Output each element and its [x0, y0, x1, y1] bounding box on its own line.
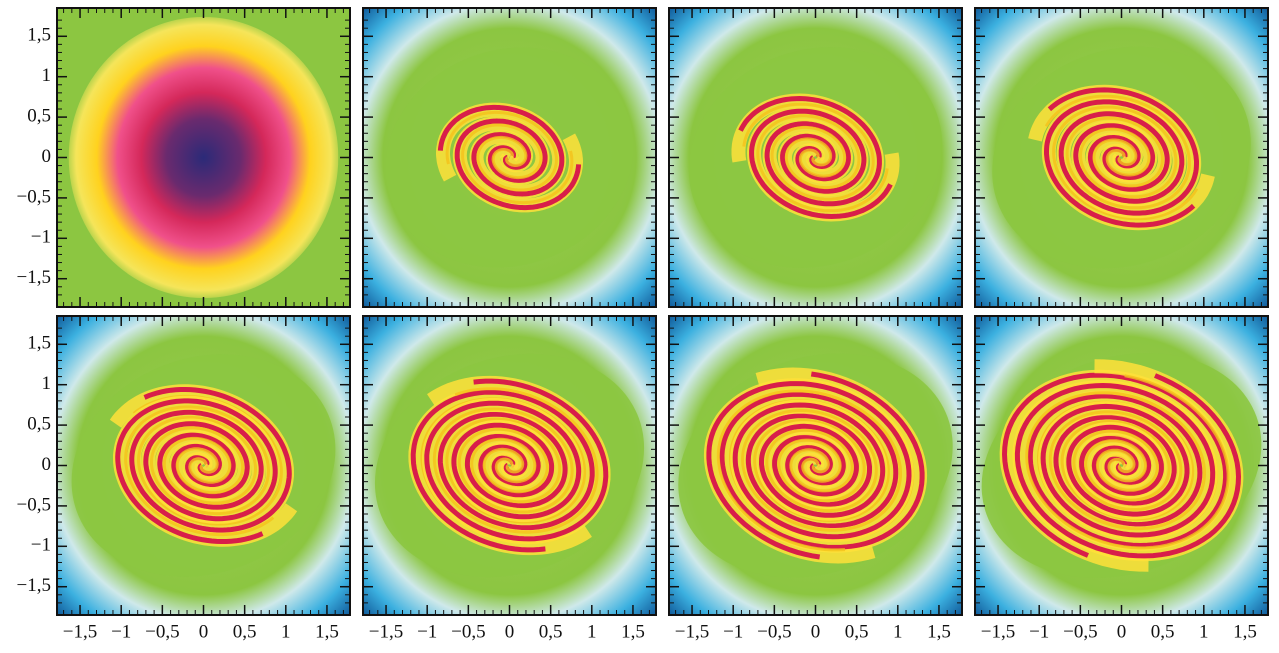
panel [961, 8, 1279, 307]
x-tick-label: −0,5 [1063, 621, 1097, 642]
x-tick-label: 0,5 [845, 621, 869, 642]
x-tick-label: −0,5 [451, 621, 485, 642]
x-tick-label: 1 [587, 621, 597, 642]
panel [354, 8, 664, 307]
x-tick-label: −0,5 [757, 621, 791, 642]
y-tick-label: 1 [42, 373, 52, 394]
x-tick-label: −1 [723, 621, 743, 642]
x-tick-label: −1,5 [981, 621, 1015, 642]
y-tick-label: −0,5 [17, 186, 51, 207]
x-tick-label: 0 [1117, 621, 1127, 642]
x-tick-label: 1,5 [1233, 621, 1257, 642]
panel [950, 315, 1279, 616]
x-tick-label: 1,5 [315, 621, 339, 642]
x-tick-label: 0 [199, 621, 209, 642]
x-tick-label: 1,5 [927, 621, 951, 642]
x-tick-label: 0,5 [539, 621, 563, 642]
x-tick-label: −1,5 [675, 621, 709, 642]
x-tick-label: 1,5 [621, 621, 645, 642]
x-tick-label: −1,5 [63, 621, 97, 642]
x-tick-label: 1 [281, 621, 291, 642]
field-core [69, 17, 339, 298]
y-tick-label: 0 [42, 454, 52, 475]
y-tick-label: 1,5 [27, 25, 51, 46]
x-tick-label: 0,5 [233, 621, 257, 642]
x-tick-label: −1 [1029, 621, 1049, 642]
y-tick-label: 0,5 [27, 413, 51, 434]
y-tick-label: −1 [31, 227, 51, 248]
figure: −1,5 −1 −0,5 0 0,5 1 1,5 −1,5 −1 −0,5 0 0,5 1 1,5 −1,5… [0, 0, 1279, 648]
x-tick-label: −1 [417, 621, 437, 642]
x-tick-label: 0 [811, 621, 821, 642]
x-tick-label: −1 [111, 621, 131, 642]
y-tick-label: 1,5 [27, 333, 51, 354]
x-tick-label: −1,5 [369, 621, 403, 642]
y-tick-label: 0,5 [27, 105, 51, 126]
panel [57, 8, 350, 307]
y-tick-label: −0,5 [17, 494, 51, 515]
y-tick-label: −1,5 [17, 575, 51, 596]
panel [40, 316, 367, 615]
y-tick-label: −1,5 [17, 267, 51, 288]
panel [343, 316, 675, 615]
y-tick-label: 0 [42, 146, 52, 167]
x-tick-label: −0,5 [145, 621, 179, 642]
y-tick-label: 1 [42, 65, 52, 86]
panel [647, 316, 985, 615]
x-tick-label: 1 [1199, 621, 1209, 642]
x-tick-label: 0 [505, 621, 515, 642]
panel [658, 8, 974, 307]
x-tick-label: 1 [893, 621, 903, 642]
x-tick-label: 0,5 [1151, 621, 1175, 642]
y-tick-label: −1 [31, 535, 51, 556]
